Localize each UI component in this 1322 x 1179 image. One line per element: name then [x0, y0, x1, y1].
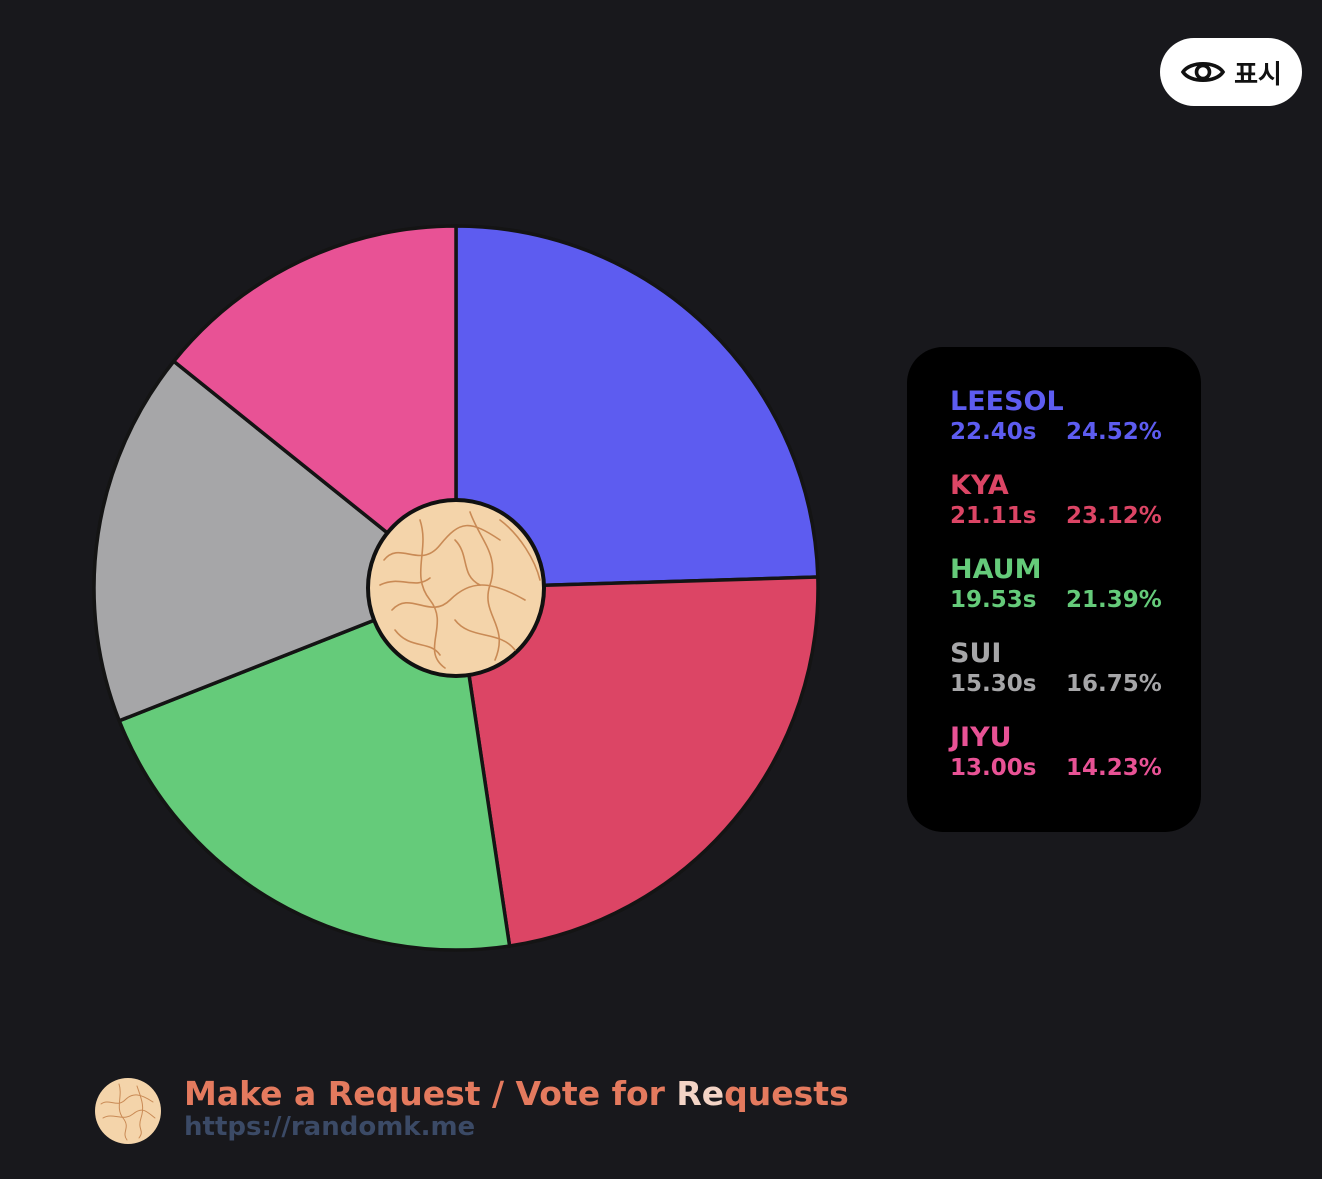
footer-title[interactable]: Make a Request / Vote for Requests — [184, 1074, 849, 1113]
legend-percent: 23.12% — [1066, 503, 1162, 529]
legend-percent: 14.23% — [1066, 755, 1162, 781]
legend-name: KYA — [950, 470, 1009, 501]
pie-slice-sui — [92, 359, 458, 723]
pie-slice-jiyu — [172, 224, 458, 590]
footer-title-start: Make a Request / Vote for — [184, 1074, 677, 1113]
legend-stats: 19.53s 21.39% — [950, 585, 1190, 615]
legend-stats: 13.00s 14.23% — [950, 753, 1190, 783]
legend-name: HAUM — [950, 554, 1042, 585]
legend-stats: 22.40s 24.52% — [950, 417, 1190, 447]
center-disc — [366, 498, 546, 678]
legend-time: 13.00s — [950, 755, 1037, 781]
legend-stats: 21.11s 23.12% — [950, 501, 1190, 531]
legend-entry-haum: HAUM 19.53s 21.39% — [950, 555, 1190, 615]
eye-icon — [1180, 61, 1226, 83]
legend-name: LEESOL — [950, 386, 1064, 417]
legend-entry-jiyu: JIYU 13.00s 14.23% — [950, 723, 1190, 783]
legend-name: JIYU — [950, 722, 1012, 753]
show-label: 표시 — [1234, 59, 1282, 90]
footer-title-end: quests — [724, 1074, 849, 1113]
pie-slice-kya — [454, 575, 820, 948]
legend-entry-kya: KYA 21.11s 23.12% — [950, 471, 1190, 531]
pie-slice-haum — [117, 586, 512, 952]
legend-percent: 24.52% — [1066, 419, 1162, 445]
legend-stats: 15.30s 16.75% — [950, 669, 1190, 699]
legend-name: SUI — [950, 638, 1002, 669]
legend-entry-sui: SUI 15.30s 16.75% — [950, 639, 1190, 699]
legend-percent: 21.39% — [1066, 587, 1162, 613]
legend-percent: 16.75% — [1066, 671, 1162, 697]
legend-time: 19.53s — [950, 587, 1037, 613]
legend-time: 21.11s — [950, 503, 1037, 529]
legend-time: 15.30s — [950, 671, 1037, 697]
legend-entry-leesol: LEESOL 22.40s 24.52% — [950, 387, 1190, 447]
pie-chart — [92, 224, 820, 952]
footer-url-link[interactable]: https://randomk.me — [184, 1112, 476, 1142]
show-button[interactable]: 표시 — [1160, 38, 1302, 106]
footer-title-highlight: Re — [676, 1074, 725, 1113]
legend: LEESOL 22.40s 24.52% KYA 21.11s 23.12% HAUM 19.… — [907, 347, 1201, 832]
pie-slice-leesol — [454, 224, 820, 590]
randomk-logo-icon — [95, 1078, 161, 1144]
legend-time: 22.40s — [950, 419, 1037, 445]
